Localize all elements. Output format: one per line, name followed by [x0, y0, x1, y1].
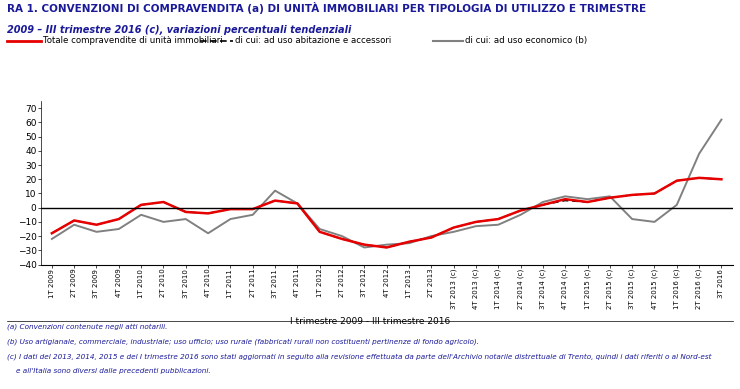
Text: (a) Convenzioni contenute negli atti notarili.: (a) Convenzioni contenute negli atti not… [7, 324, 168, 330]
Text: (b) Uso artigianale, commerciale, industriale; uso ufficio; uso rurale (fabbrica: (b) Uso artigianale, commerciale, indust… [7, 338, 480, 345]
Text: (c) I dati del 2013, 2014, 2015 e del I trimestre 2016 sono stati aggiornati in : (c) I dati del 2013, 2014, 2015 e del I … [7, 353, 712, 360]
Text: di cui: ad uso abitazione e accessori: di cui: ad uso abitazione e accessori [235, 36, 391, 46]
Text: e all'Italia sono diversi dalle precedenti pubblicazioni.: e all'Italia sono diversi dalle preceden… [7, 368, 211, 374]
Text: Totale compravendite di unità immobiliari: Totale compravendite di unità immobiliar… [43, 36, 223, 46]
Text: I trimestre 2009 - III trimestre 2016: I trimestre 2009 - III trimestre 2016 [290, 317, 450, 326]
Text: RA 1. CONVENZIONI DI COMPRAVENDITA (a) DI UNITÀ IMMOBILIARI PER TIPOLOGIA DI UTI: RA 1. CONVENZIONI DI COMPRAVENDITA (a) D… [7, 2, 647, 14]
Text: 2009 – III trimestre 2016 (c), variazioni percentuali tendenziali: 2009 – III trimestre 2016 (c), variazion… [7, 25, 351, 35]
Text: di cui: ad uso economico (b): di cui: ad uso economico (b) [465, 36, 587, 46]
